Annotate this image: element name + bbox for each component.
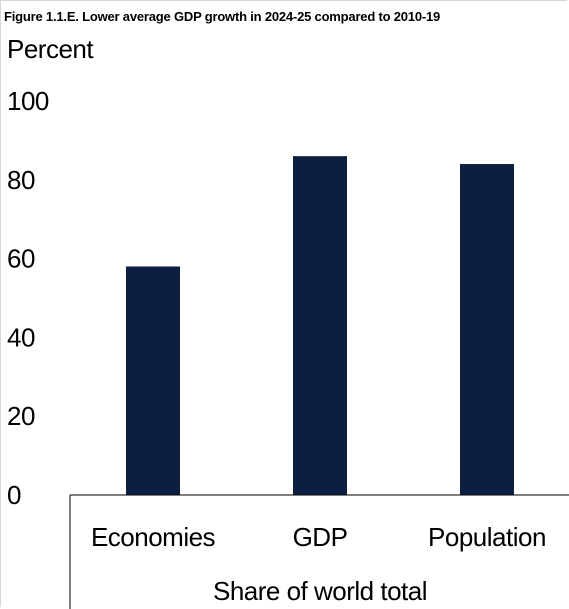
y-axis-label: Percent (7, 34, 94, 64)
category-label-gdp: GDP (293, 522, 348, 552)
category-labels: Economies GDP Population (91, 522, 547, 552)
y-tick-label: 80 (7, 165, 35, 195)
bar-population (460, 164, 514, 496)
axes (69, 494, 569, 609)
chart-title: Figure 1.1.E. Lower average GDP growth i… (4, 9, 441, 24)
category-label-population: Population (428, 522, 546, 552)
bar-gdp (293, 156, 347, 495)
y-tick-labels: 0 20 40 60 80 100 (7, 86, 49, 510)
x-axis-label: Share of world total (213, 576, 427, 606)
bar-economies (126, 266, 180, 495)
y-tick-label: 100 (7, 86, 49, 116)
y-tick-label: 0 (7, 480, 21, 510)
category-label-economies: Economies (91, 522, 216, 552)
bars (126, 156, 514, 496)
y-tick-label: 20 (7, 401, 35, 431)
y-tick-label: 60 (7, 244, 35, 274)
y-tick-label: 40 (7, 322, 35, 352)
